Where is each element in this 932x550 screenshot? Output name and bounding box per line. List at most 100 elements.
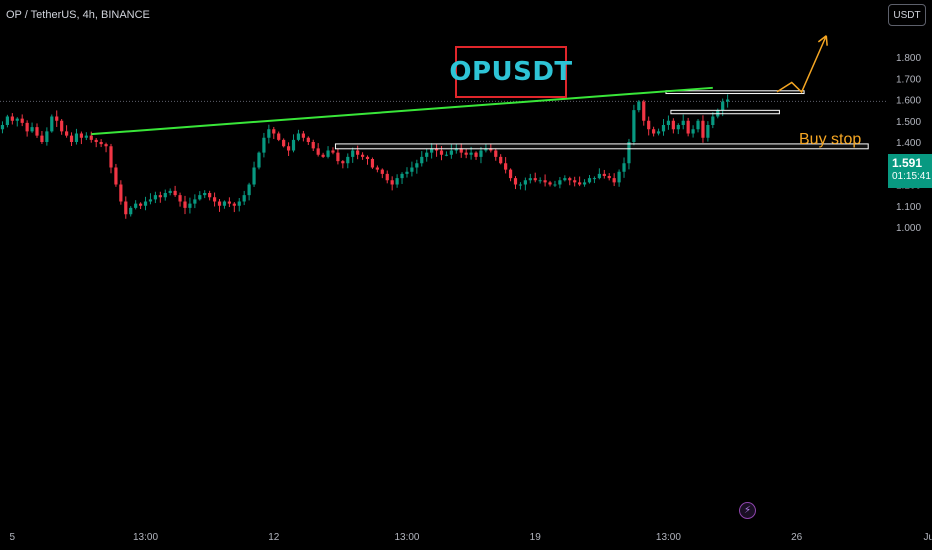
projection-arrow (817, 35, 828, 46)
candle-body (533, 178, 537, 181)
candle-body (336, 152, 340, 162)
candle-body (504, 163, 508, 170)
candle-body (528, 178, 532, 181)
trendline[interactable] (91, 86, 713, 136)
candle-body (494, 150, 498, 157)
arrow-head-stroke (825, 35, 828, 46)
x-tick-label: Jul (923, 532, 932, 543)
price-axis[interactable]: 1.8001.7001.6001.5001.4001.3001.2001.100… (896, 53, 921, 234)
candle-body (602, 173, 606, 176)
candle-body (286, 146, 291, 151)
candle-body (686, 120, 690, 134)
candle-body (637, 101, 641, 111)
current-price: 1.591 (892, 156, 923, 170)
zone-buy-stop-zone[interactable] (665, 90, 805, 95)
candle-body (415, 163, 419, 168)
candle-body (696, 120, 700, 130)
annotation-title-text: OPUSDT (449, 57, 573, 87)
candle-body (193, 199, 197, 204)
candle-body (237, 201, 241, 206)
candle-body (153, 195, 157, 200)
candle-body (109, 146, 113, 168)
candle-body (578, 182, 582, 185)
time-axis[interactable]: 513:001213:001913:0026Jul13:001013:00171… (10, 532, 932, 543)
candle-body (79, 133, 83, 138)
candle-body (10, 116, 14, 121)
candle-body (203, 193, 207, 196)
candle-body (681, 120, 685, 125)
zone-support-resistance[interactable] (334, 143, 869, 150)
candle-body (671, 120, 675, 130)
candle-body (326, 150, 330, 157)
y-tick-label: 1.100 (896, 202, 921, 213)
candle-body (380, 169, 384, 174)
candle-body (356, 150, 360, 155)
candle-body (523, 180, 527, 185)
candle-body (84, 135, 88, 138)
buy-stop-label: Buy stop (799, 131, 862, 148)
candle-body (464, 152, 468, 155)
candle-body (114, 167, 118, 185)
candle-body (726, 99, 730, 102)
candle-body (232, 203, 236, 206)
candle-body (597, 173, 601, 179)
candle-body (434, 148, 439, 151)
candle-body (20, 118, 24, 123)
candle-body (104, 144, 108, 147)
candle-body (40, 135, 44, 142)
candle-body (360, 154, 365, 157)
candle-body (420, 156, 424, 164)
x-tick-label: 13:00 (394, 532, 419, 543)
candle-body (148, 199, 153, 202)
candle-body (316, 148, 320, 155)
candle-body (301, 133, 305, 138)
candle-body (632, 110, 636, 142)
x-tick-label: 5 (10, 532, 16, 543)
candle-body (454, 148, 458, 151)
candle-body (242, 195, 246, 202)
candle-body (173, 190, 177, 196)
candle-body (548, 182, 552, 185)
x-tick-label: 12 (268, 532, 280, 543)
projection-path[interactable] (776, 35, 827, 94)
currency-button[interactable]: USDT (888, 4, 926, 26)
candle-body (558, 180, 562, 185)
candle-body (721, 101, 725, 111)
candle-body (69, 135, 74, 142)
y-tick-label: 1.800 (896, 53, 921, 64)
candle-body (15, 118, 19, 121)
candle-body (134, 203, 138, 208)
lightning-icon[interactable]: ⚡ (739, 502, 756, 519)
candle-body (587, 178, 592, 183)
x-tick-label: 13:00 (656, 532, 681, 543)
candle-body (138, 203, 143, 206)
candle-body (474, 152, 478, 157)
candle-body (252, 167, 256, 185)
zone-consolidation-top[interactable] (670, 109, 780, 115)
candle-body (701, 120, 705, 138)
candle-body (543, 180, 547, 183)
candle-body (553, 184, 557, 186)
candle-body (612, 178, 616, 183)
candle-body (30, 127, 34, 132)
candle-body (183, 201, 187, 208)
candle-body (60, 120, 64, 132)
candle-body (25, 122, 29, 132)
candle-body (617, 171, 621, 183)
candle-body (99, 142, 103, 145)
candle-body (217, 201, 222, 206)
candle-body (479, 150, 483, 157)
candle-body (282, 139, 286, 147)
candle-body (55, 116, 59, 121)
candle-body (573, 180, 577, 183)
x-tick-label: 13:00 (133, 532, 158, 543)
candle-body (607, 176, 611, 179)
candle-body (74, 133, 79, 142)
candle-body (331, 150, 335, 153)
symbol-info: OP / TetherUS, 4h, BINANCE (6, 9, 150, 21)
y-tick-label: 1.400 (896, 138, 921, 149)
candle-body (163, 193, 167, 198)
candle-body (622, 163, 626, 172)
y-tick-label: 1.700 (896, 74, 921, 85)
